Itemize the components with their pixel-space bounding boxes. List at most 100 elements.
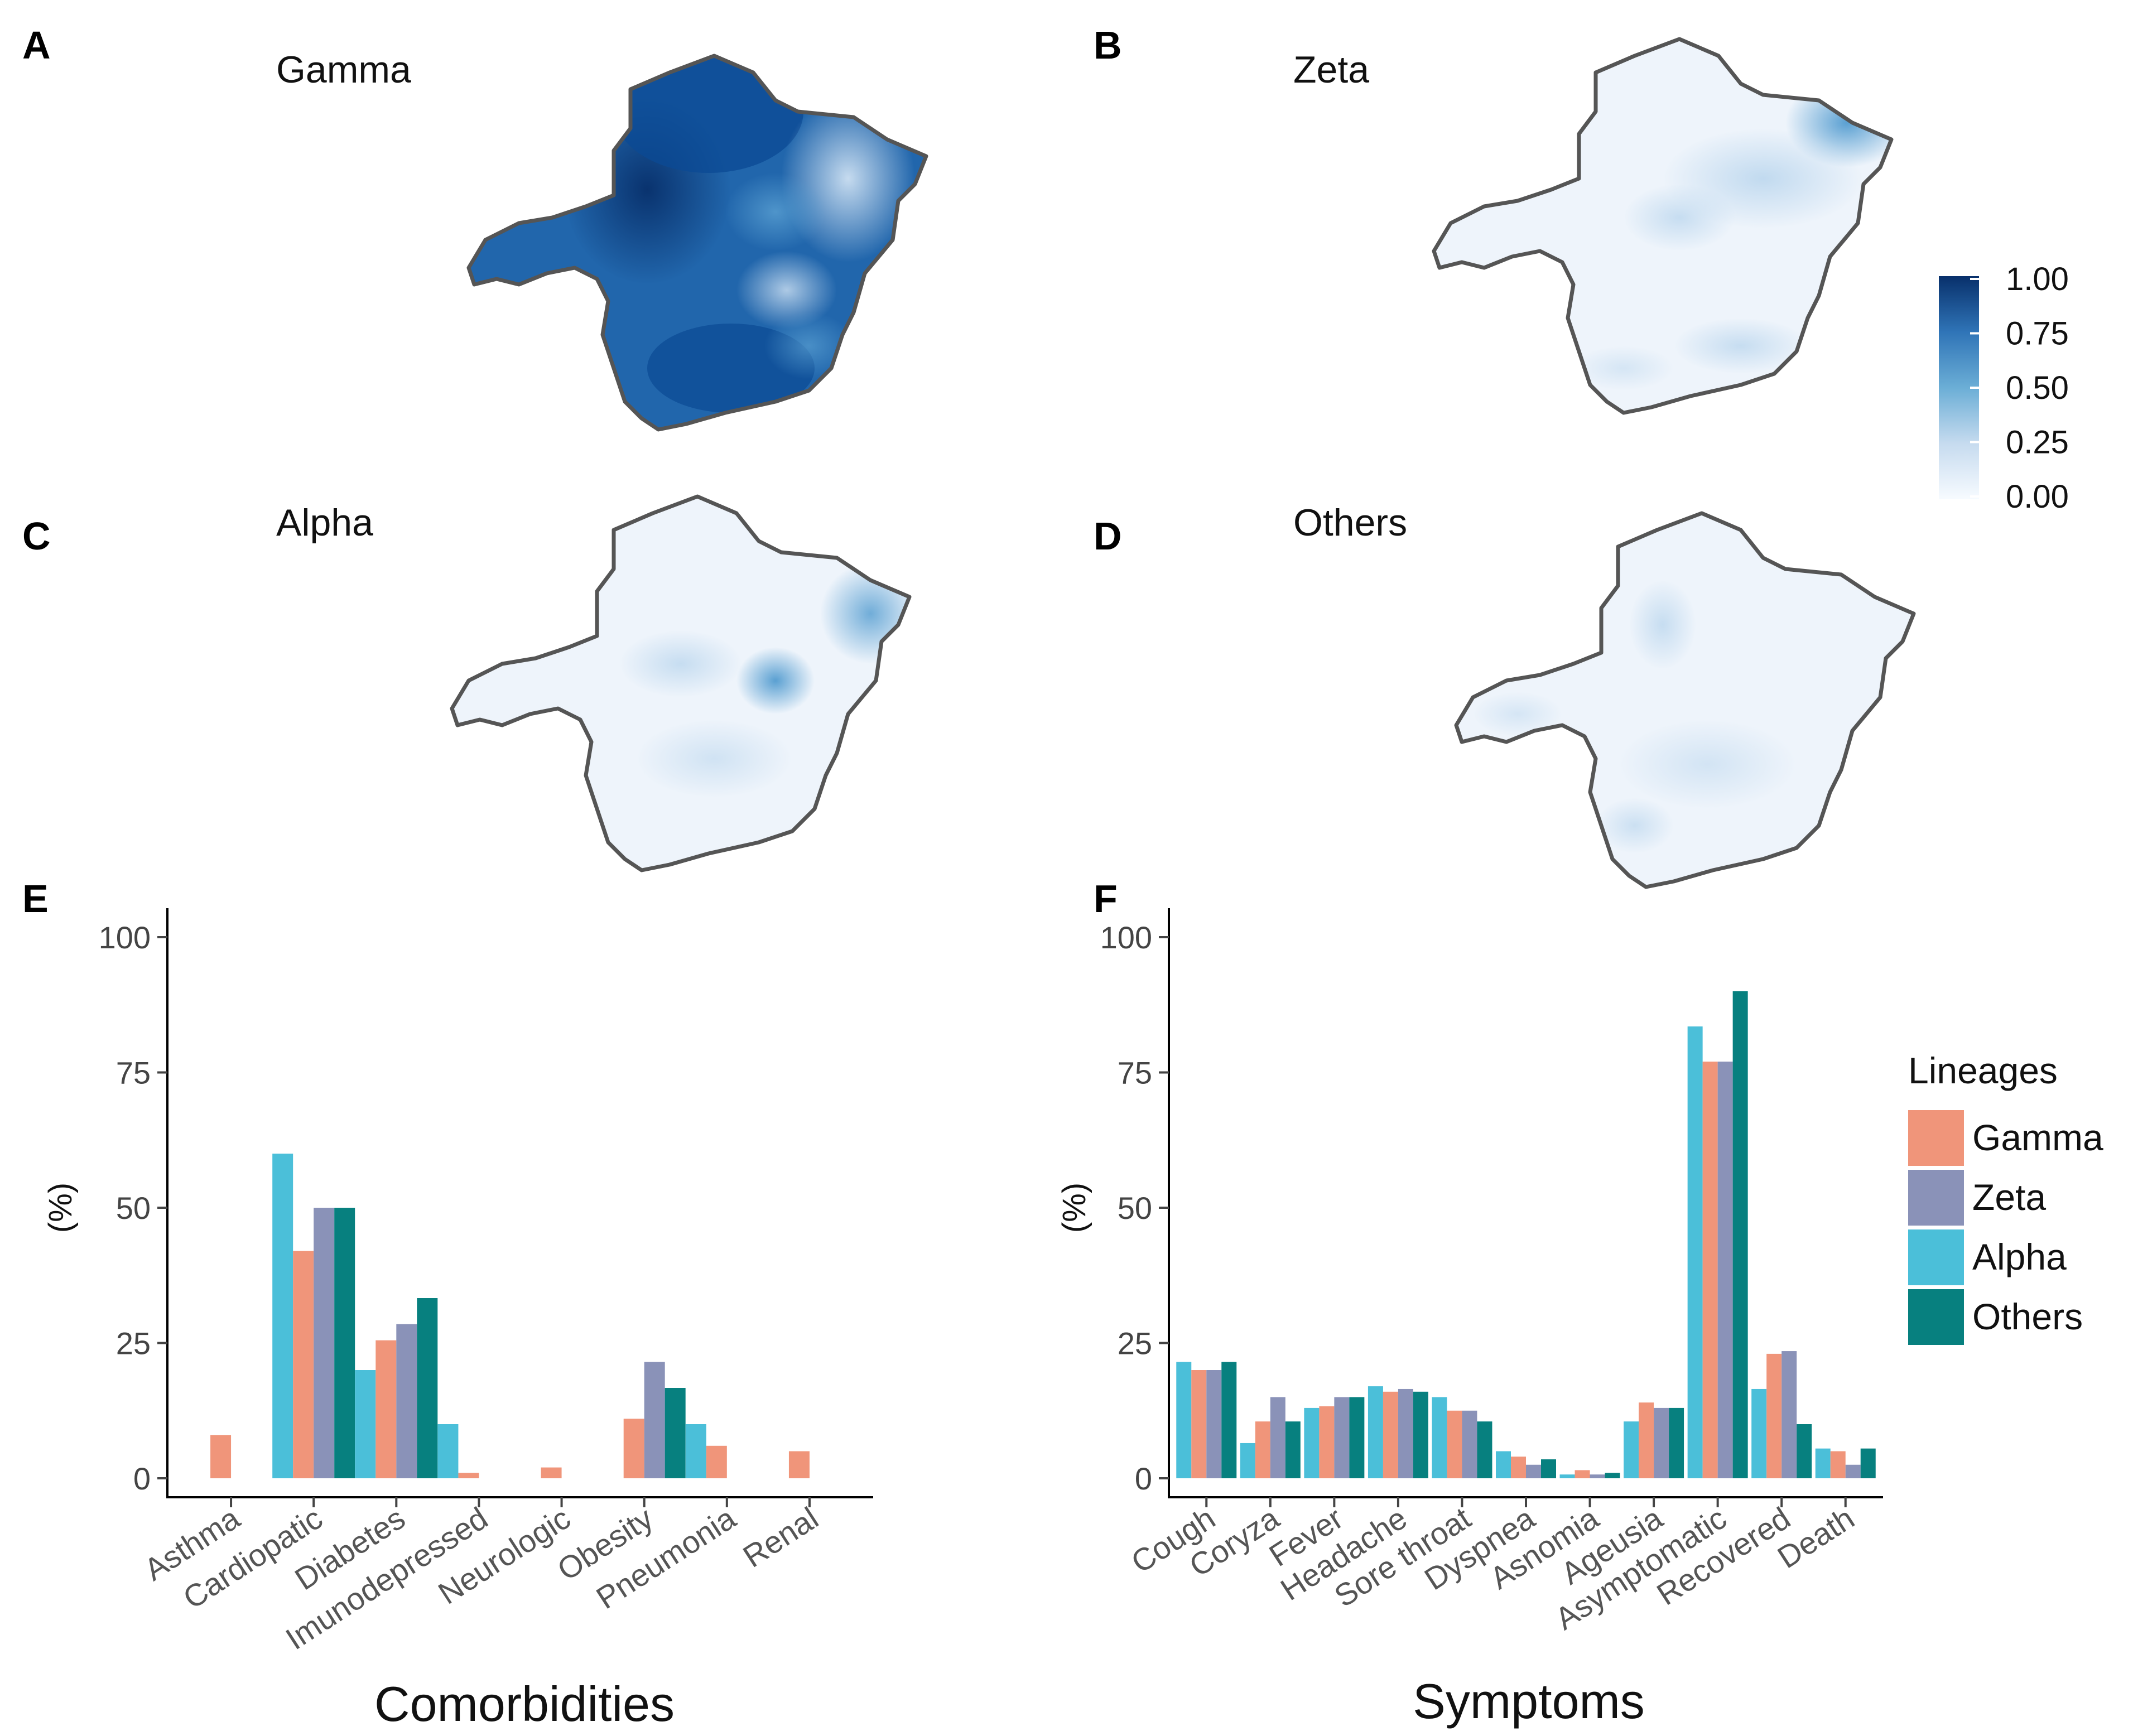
bar-others-headache — [1413, 1391, 1428, 1478]
bar-gamma-coryza — [1255, 1421, 1270, 1478]
y-tick-label: 100 — [99, 920, 151, 955]
legend-swatch-zeta — [1908, 1170, 1964, 1226]
x-axis-title: Symptoms — [1413, 1674, 1645, 1729]
bar-zeta-obesity — [644, 1362, 665, 1478]
bar-zeta-fever — [1334, 1397, 1350, 1478]
legend-swatch-alpha — [1908, 1229, 1964, 1285]
y-tick-label: 75 — [116, 1055, 151, 1091]
bar-alpha-cardiopatic — [272, 1154, 293, 1478]
y-tick-label: 100 — [1100, 920, 1152, 955]
map-alpha — [452, 496, 921, 870]
lineages-legend: Lineages Gamma Zeta Alpha Others — [1908, 1050, 2103, 1345]
bar-others-asnomia — [1605, 1473, 1620, 1478]
colorbar-tick-label: 0.50 — [2006, 370, 2069, 406]
bar-alpha-diabetes — [355, 1370, 376, 1478]
map-gamma — [469, 50, 926, 430]
bar-gamma-recovered — [1766, 1353, 1782, 1478]
bar-gamma-neurologic — [541, 1467, 562, 1478]
bar-gamma-cardiopatic — [293, 1251, 314, 1478]
bar-zeta-headache — [1398, 1388, 1413, 1478]
bar-others-cardiopatic — [334, 1208, 355, 1478]
colorbar: 1.00 0.75 0.50 0.25 0.00 — [1939, 261, 2069, 515]
y-axis-title: (%) — [42, 1183, 79, 1233]
colorbar-tick-label: 0.25 — [2006, 425, 2069, 461]
bar-zeta-sore-throat — [1462, 1410, 1477, 1478]
map-title-gamma: Gamma — [276, 49, 411, 91]
bar-gamma-diabetes — [375, 1340, 397, 1478]
bar-others-dyspnea — [1541, 1459, 1556, 1478]
panel-letter-e: E — [22, 877, 49, 920]
y-tick-label: 50 — [116, 1190, 151, 1226]
map-title-alpha: Alpha — [276, 501, 373, 544]
bar-alpha-sore-throat — [1432, 1397, 1447, 1478]
map-zeta — [1434, 39, 1908, 413]
y-tick-label: 50 — [1118, 1190, 1152, 1226]
bar-zeta-asymptomatic — [1717, 1062, 1733, 1478]
bar-zeta-recovered — [1781, 1351, 1797, 1478]
x-tick-label: Death — [1771, 1500, 1861, 1575]
panel-letter-d: D — [1094, 514, 1122, 558]
bar-others-recovered — [1797, 1424, 1812, 1478]
y-tick-label: 75 — [1118, 1055, 1152, 1091]
panel-letter-f: F — [1094, 877, 1118, 920]
legend-swatch-gamma — [1908, 1110, 1964, 1166]
bar-gamma-fever — [1319, 1406, 1335, 1478]
y-tick-label: 25 — [116, 1326, 151, 1361]
bar-zeta-diabetes — [396, 1324, 417, 1478]
legend-label-zeta: Zeta — [1972, 1176, 2046, 1218]
x-tick-label: Renal — [736, 1500, 824, 1574]
legend-label-gamma: Gamma — [1972, 1117, 2103, 1158]
bar-gamma-renal — [788, 1451, 810, 1478]
y-axis-title: (%) — [1056, 1183, 1092, 1233]
bar-others-coryza — [1285, 1421, 1301, 1478]
bar-zeta-death — [1845, 1464, 1861, 1478]
bar-gamma-asthma — [210, 1435, 232, 1478]
bar-alpha-headache — [1368, 1386, 1383, 1478]
y-tick-label: 25 — [1118, 1326, 1152, 1361]
y-tick-label: 0 — [133, 1461, 151, 1496]
legend-title: Lineages — [1908, 1050, 2058, 1091]
map-others — [1456, 513, 1914, 887]
colorbar-tick-label: 0.00 — [2006, 479, 2069, 515]
chart-symptoms: 0255075100(%)CoughCoryzaFeverHeadacheSor… — [1056, 908, 1883, 1729]
bar-gamma-asymptomatic — [1702, 1062, 1718, 1478]
bar-alpha-asymptomatic — [1687, 1026, 1703, 1478]
legend-label-others: Others — [1972, 1296, 2083, 1337]
bar-zeta-dyspnea — [1526, 1464, 1541, 1478]
bar-gamma-pneumonia — [706, 1445, 727, 1478]
bar-gamma-asnomia — [1575, 1470, 1590, 1478]
bar-alpha-coryza — [1240, 1443, 1255, 1478]
bar-gamma-obesity — [623, 1419, 644, 1478]
bar-alpha-cough — [1176, 1362, 1192, 1478]
bar-gamma-headache — [1383, 1391, 1398, 1478]
bar-alpha-pneumonia — [685, 1424, 706, 1478]
bar-others-cough — [1221, 1362, 1237, 1478]
bar-gamma-cough — [1191, 1370, 1207, 1478]
bar-gamma-death — [1830, 1451, 1846, 1478]
bar-others-ageusia — [1669, 1407, 1684, 1478]
bar-zeta-cough — [1206, 1370, 1222, 1478]
bar-zeta-ageusia — [1654, 1407, 1669, 1478]
bar-gamma-ageusia — [1639, 1402, 1654, 1478]
bar-zeta-cardiopatic — [314, 1208, 335, 1478]
map-title-zeta: Zeta — [1293, 49, 1369, 91]
bar-alpha-recovered — [1751, 1388, 1767, 1478]
colorbar-tick-label: 0.75 — [2006, 316, 2069, 352]
bar-alpha-ageusia — [1624, 1421, 1639, 1478]
bar-alpha-fever — [1304, 1407, 1320, 1478]
bar-others-fever — [1349, 1397, 1365, 1478]
y-tick-label: 0 — [1135, 1461, 1152, 1496]
bar-others-diabetes — [417, 1298, 438, 1478]
panel-letter-a: A — [22, 23, 51, 67]
bar-others-obesity — [665, 1388, 686, 1478]
chart-comorbidities: 0255075100(%)AsthmaCardiopaticDiabetesIm… — [42, 908, 873, 1732]
x-axis-title: Comorbidities — [374, 1676, 675, 1732]
panel-letter-c: C — [22, 514, 51, 558]
bar-alpha-dyspnea — [1496, 1451, 1511, 1478]
bar-gamma-dyspnea — [1511, 1457, 1526, 1478]
legend-swatch-others — [1908, 1289, 1964, 1345]
bar-others-sore-throat — [1477, 1421, 1492, 1478]
bar-zeta-asnomia — [1590, 1474, 1605, 1478]
bar-alpha-death — [1815, 1448, 1831, 1478]
